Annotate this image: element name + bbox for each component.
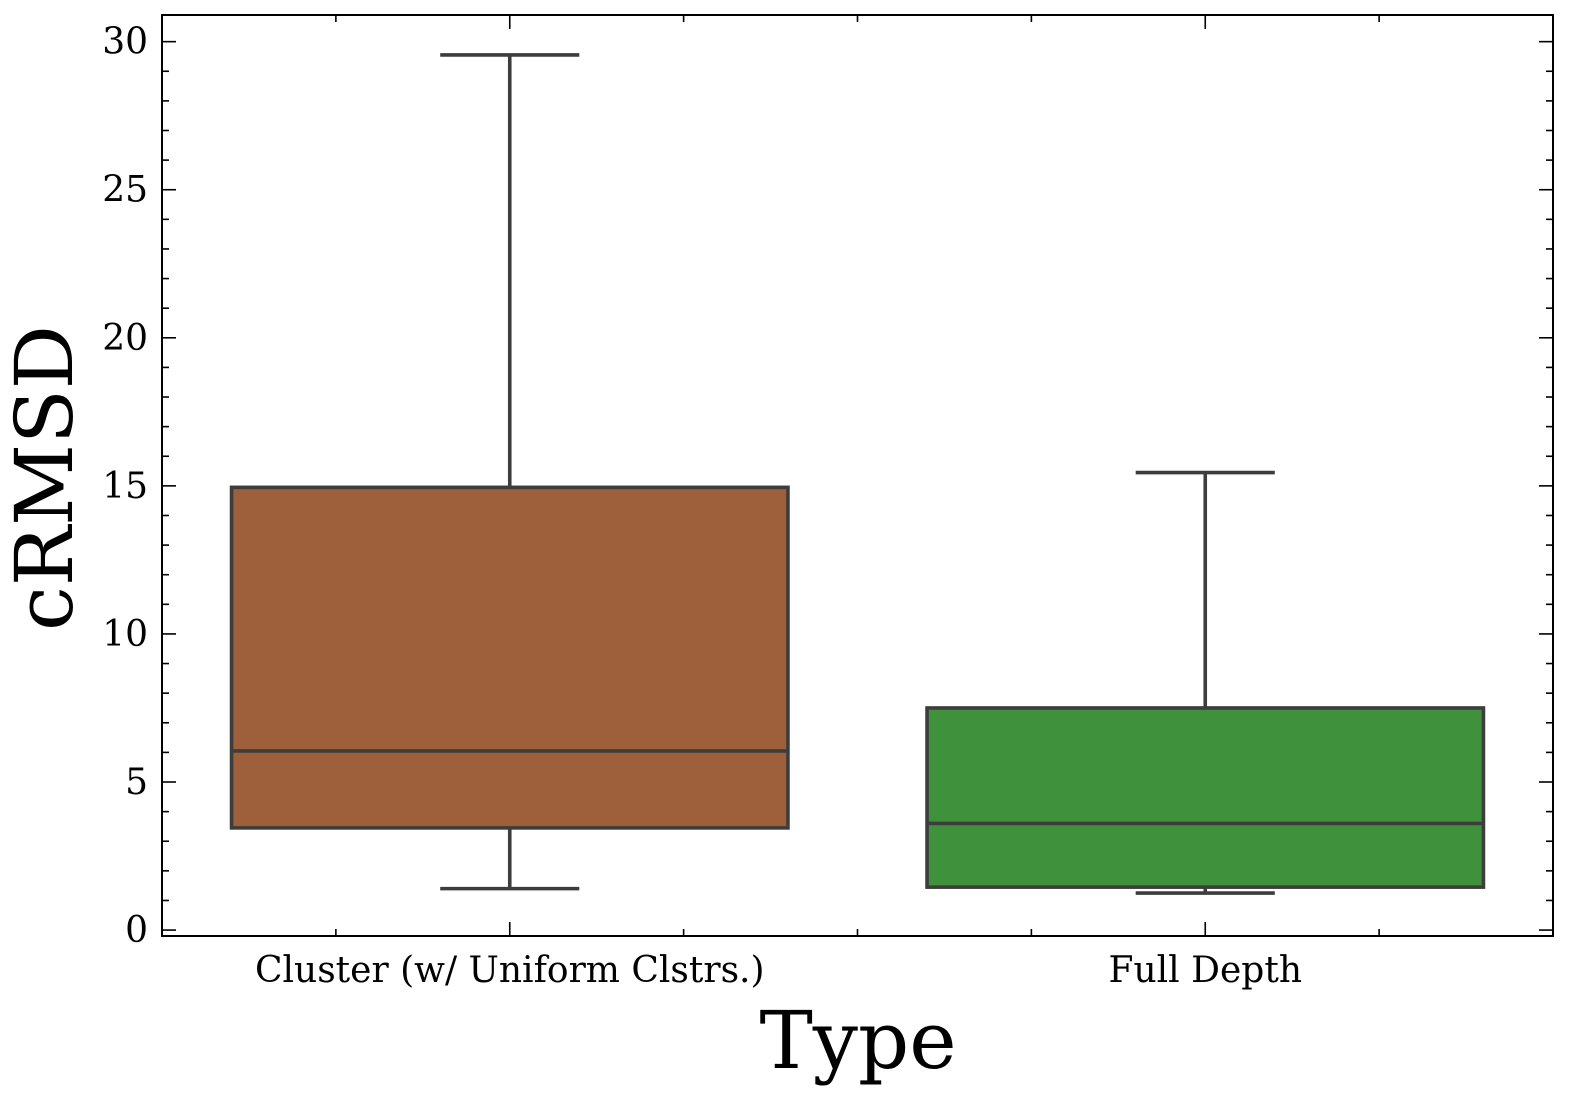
x-tick-label: Full Depth xyxy=(1109,950,1303,991)
box-iqr xyxy=(925,706,1486,889)
y-tick-label: 30 xyxy=(102,22,148,63)
y-tick-label: 0 xyxy=(125,910,148,951)
y-tick-label: 20 xyxy=(102,318,148,359)
box-iqr xyxy=(229,485,790,830)
x-axis-title: Type xyxy=(759,994,956,1087)
y-axis-title: cRMSD xyxy=(0,325,91,631)
x-tick-label: Cluster (w/ Uniform Clstrs.) xyxy=(255,950,765,991)
y-tick-label: 10 xyxy=(102,614,148,655)
y-tick-label: 5 xyxy=(125,762,148,803)
y-tick-label: 15 xyxy=(102,466,148,507)
plot-area: 0 5 10 15 20 25 30 Cluster (w/ Uniform Clstrs.)… xyxy=(102,14,1554,991)
y-tick-label: 25 xyxy=(102,170,148,211)
